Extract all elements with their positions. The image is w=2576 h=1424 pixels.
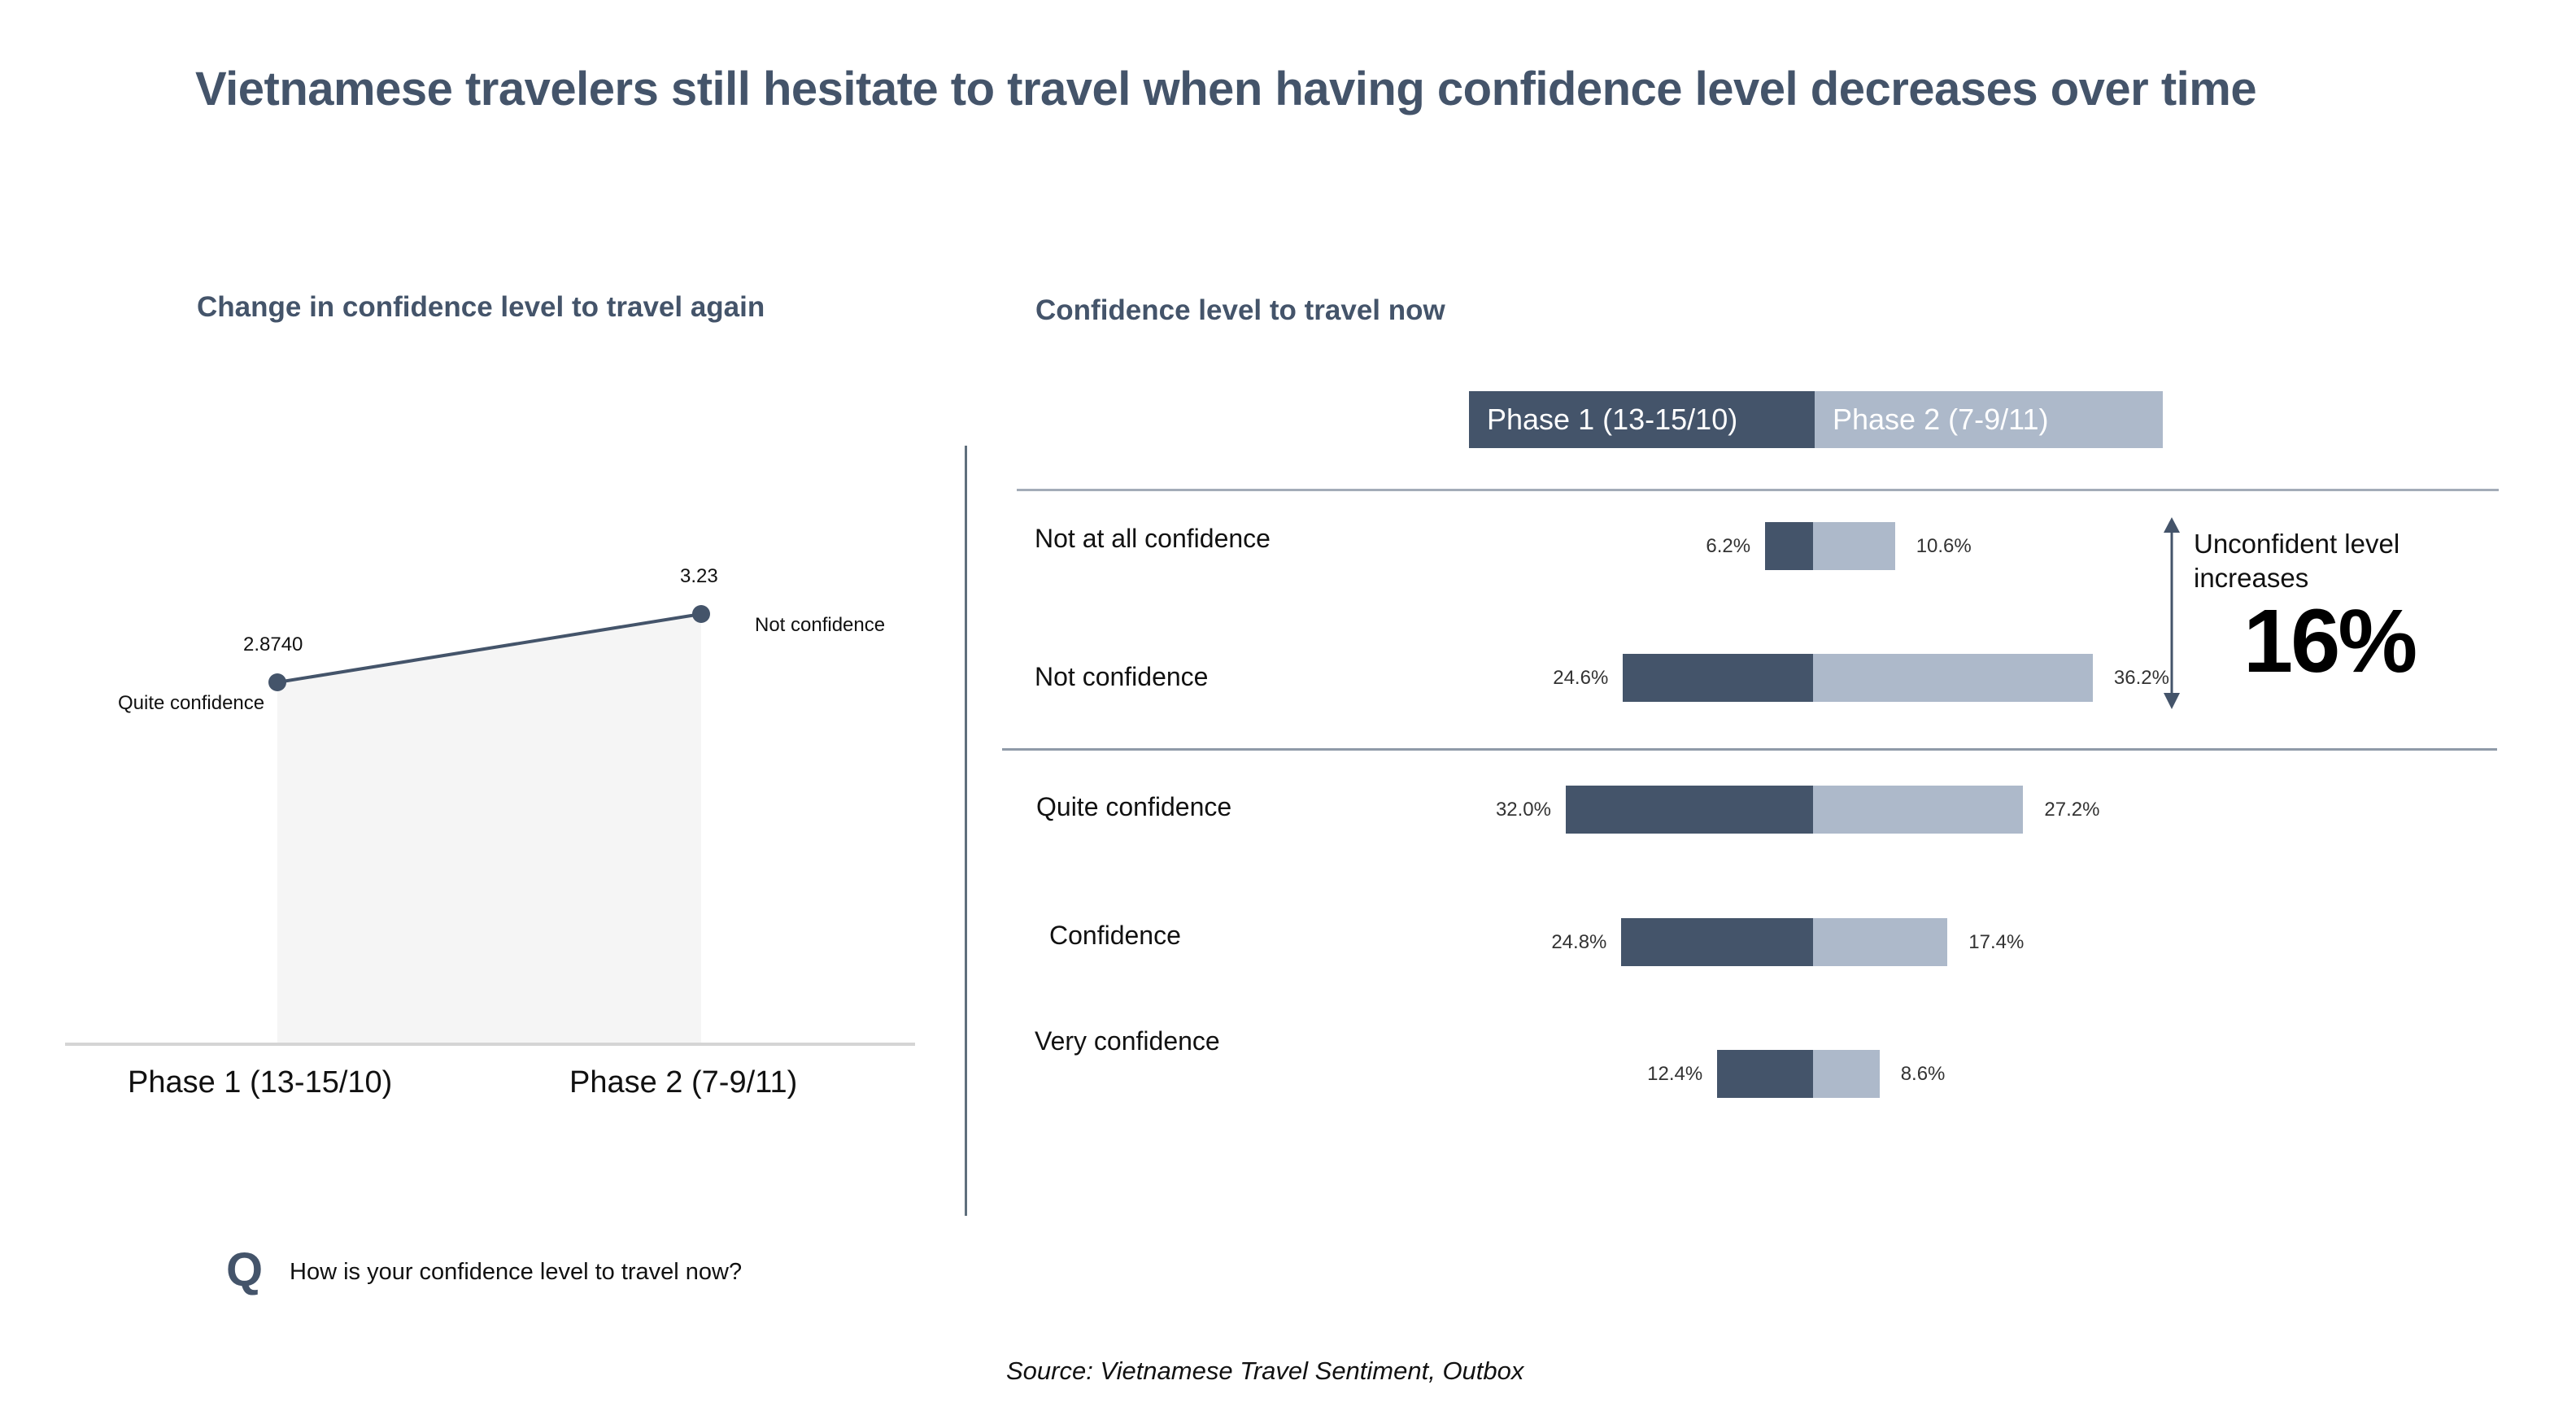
legend-phase2: Phase 2 (7-9/11) — [1815, 391, 2163, 448]
row-label-not-confidence: Not confidence — [1035, 662, 1209, 691]
pct-phase1-not-confidence: 24.6% — [1553, 667, 1609, 689]
pct-phase1-not-at-all-confidence: 6.2% — [1706, 535, 1751, 557]
bar-phase2-very-confidence — [1813, 1050, 1880, 1098]
bar-phase1-very-confidence — [1717, 1050, 1813, 1098]
bar-phase2-confidence — [1813, 918, 1948, 966]
question-text: How is your confidence level to travel n… — [290, 1259, 743, 1285]
question-icon: Q — [226, 1243, 264, 1296]
annotation-value: 16% — [2243, 591, 2417, 691]
row-label-confidence: Confidence — [1049, 921, 1181, 950]
page-title: Vietnamese travelers still hesitate to t… — [195, 63, 2257, 115]
source-note: Source: Vietnamese Travel Sentiment, Out… — [1006, 1357, 1524, 1385]
x-tick-label-phase1: Phase 1 (13-15/10) — [128, 1065, 393, 1100]
line-chart-title: Change in confidence level to travel aga… — [197, 291, 765, 323]
bar-phase2-not-at-all-confidence — [1813, 522, 1895, 570]
bar-phase1-not-at-all-confidence — [1765, 522, 1813, 570]
bar-chart-title: Confidence level to travel now — [1035, 294, 1445, 326]
bar-phase1-confidence — [1621, 918, 1813, 966]
series-line — [277, 612, 702, 684]
row-label-very-confidence: Very confidence — [1035, 1026, 1220, 1056]
legend-phase1: Phase 1 (13-15/10) — [1469, 391, 1815, 448]
pct-phase2-not-at-all-confidence: 10.6% — [1916, 535, 1972, 557]
pct-phase2-quite-confidence: 27.2% — [2044, 799, 2100, 821]
bar-phase1-quite-confidence — [1566, 786, 1813, 834]
area-fill — [277, 614, 701, 1043]
pct-phase2-very-confidence: 8.6% — [1900, 1063, 1946, 1085]
bar-phase1-not-confidence — [1623, 654, 1813, 702]
pct-phase1-confidence: 24.8% — [1551, 931, 1607, 953]
bar-phase2-quite-confidence — [1813, 786, 2024, 834]
mid-rule — [1002, 748, 2497, 751]
data-label-phase2: 3.23 — [680, 565, 718, 587]
annotation-quite-confidence: Quite confidence — [118, 692, 265, 714]
section-divider — [965, 446, 967, 1216]
data-label-phase1: 2.8740 — [243, 634, 303, 655]
annotation-text: Unconfident level increases — [2194, 529, 2400, 593]
data-point-2 — [692, 605, 710, 623]
bar-phase2-not-confidence — [1813, 654, 2093, 702]
x-tick-label-phase2: Phase 2 (7-9/11) — [569, 1065, 798, 1100]
pct-phase2-not-confidence: 36.2% — [2113, 667, 2169, 689]
pct-phase1-very-confidence: 12.4% — [1647, 1063, 1703, 1085]
row-label-quite-confidence: Quite confidence — [1036, 792, 1232, 821]
pct-phase2-confidence: 17.4% — [1968, 931, 2025, 953]
line-chart — [65, 605, 915, 1046]
top-rule — [1017, 489, 2499, 491]
row-label-not-at-all-confidence: Not at all confidence — [1035, 524, 1271, 553]
data-point-1 — [268, 673, 286, 691]
pct-phase1-quite-confidence: 32.0% — [1495, 799, 1551, 821]
annotation-not-confidence: Not confidence — [755, 614, 886, 636]
